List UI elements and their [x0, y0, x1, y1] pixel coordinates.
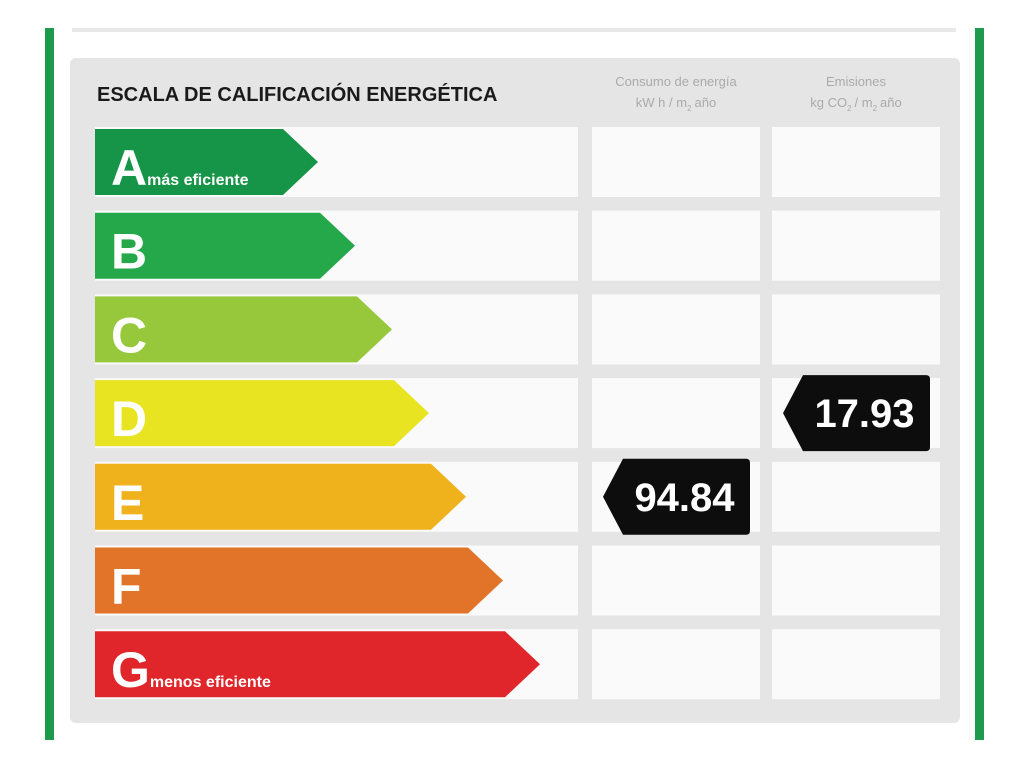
grade-letter-text: C: [111, 307, 147, 363]
value-cell: [592, 294, 760, 365]
label-title: ESCALA DE CALIFICACIÓN ENERGÉTICA: [97, 82, 497, 106]
grade-letter-text: G: [111, 642, 150, 698]
grade-letter: Amás eficiente: [111, 140, 249, 196]
grade-letter: B: [111, 224, 147, 280]
top-rule: [72, 28, 956, 32]
grade-arrow: [95, 463, 466, 530]
grade-letter-text: A: [111, 140, 147, 196]
rating-value: 94.84: [634, 476, 735, 520]
value-cell: [772, 294, 940, 365]
grade-letter-text: D: [111, 391, 147, 447]
value-cell: [772, 210, 940, 281]
grade-arrow: [95, 296, 392, 363]
column-name: Consumo de energía: [615, 74, 737, 89]
grade-letter: F: [111, 559, 142, 615]
right-border: [975, 28, 984, 740]
unit-part: kg CO: [810, 95, 847, 110]
rating-badge: [783, 375, 930, 452]
grade-arrow: [95, 631, 540, 698]
unit-subscript: 2: [873, 104, 878, 113]
unit-part: kW h / m: [636, 95, 687, 110]
value-cell: [592, 378, 760, 449]
value-cell: [592, 629, 760, 700]
value-cell: [772, 461, 940, 532]
value-cell: [592, 210, 760, 281]
grade-letter-text: E: [111, 475, 144, 531]
unit-subscript: 2: [687, 104, 692, 113]
unit-subscript: 2: [847, 104, 852, 113]
value-cell: [772, 629, 940, 700]
unit-part: año: [880, 95, 902, 110]
grade-arrow: [95, 547, 503, 614]
grade-letter-text: F: [111, 559, 142, 615]
column-unit: kg CO2/ m2 año: [810, 95, 902, 113]
grade-note: menos eficiente: [150, 674, 271, 691]
grade-letter: Gmenos eficiente: [111, 642, 271, 698]
grade-letter: C: [111, 307, 147, 363]
grade-arrow: [95, 212, 355, 279]
rating-value: 17.93: [814, 392, 914, 436]
value-cell: [592, 545, 760, 616]
unit-part: / m: [855, 95, 873, 110]
value-cell: [592, 127, 760, 197]
column-unit: kW h / m2 año: [636, 95, 716, 113]
grade-letter: D: [111, 391, 147, 447]
column-name: Emisiones: [826, 74, 886, 89]
grade-arrow: [95, 129, 318, 195]
left-border: [45, 28, 54, 740]
grade-note: más eficiente: [147, 172, 248, 189]
grade-letter-text: B: [111, 224, 147, 280]
grade-arrow: [95, 380, 429, 447]
value-cell: [772, 545, 940, 616]
value-cell: [772, 127, 940, 197]
rating-badge: [603, 458, 750, 535]
grade-letter: E: [111, 475, 144, 531]
unit-part: año: [695, 95, 717, 110]
